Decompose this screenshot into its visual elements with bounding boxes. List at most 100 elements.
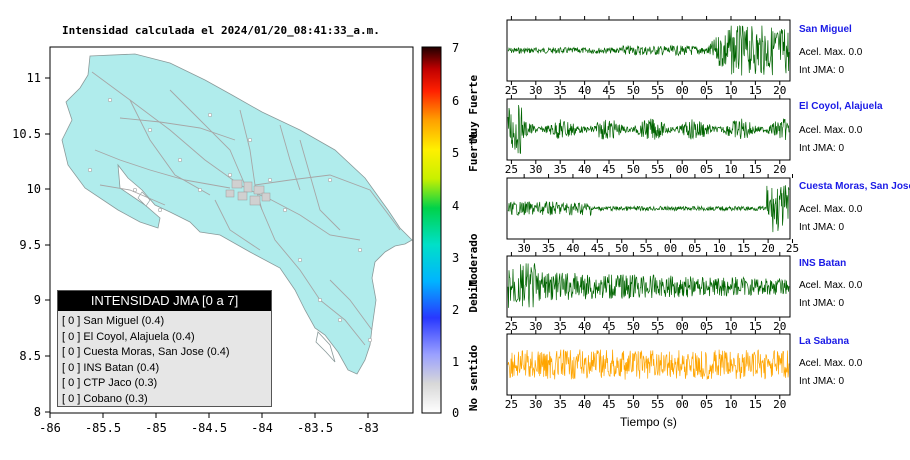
- colorbar-tick-label: 7: [452, 41, 459, 55]
- map-y-tick-label: 10.5: [12, 127, 41, 141]
- waveform-tick-label: 25: [505, 163, 518, 176]
- waveform-tick-label: 00: [676, 163, 689, 176]
- waveform-tick-label: 00: [676, 398, 689, 411]
- waveform-tick-label: 35: [554, 163, 567, 176]
- waveform-panels: 25 30 35 40 45 50 55 00 05 10 15 20 25 30 35 40 45 50 55 00…: [505, 16, 799, 411]
- waveform-tick-label: 40: [578, 84, 591, 97]
- station-name: Cuesta Moras, San Jose: [799, 181, 910, 192]
- waveform-tick-label: 55: [640, 242, 653, 255]
- waveform-tick-label: 40: [566, 242, 579, 255]
- waveform-tick-label: 20: [761, 242, 774, 255]
- waveform-tick-label: 45: [602, 398, 615, 411]
- waveform-tick-label: 35: [542, 242, 555, 255]
- waveform-tick-label: 15: [749, 163, 762, 176]
- waveform-tick-label: 45: [602, 163, 615, 176]
- waveform-tick-label: 50: [627, 163, 640, 176]
- waveform-tick-label: 25: [786, 242, 799, 255]
- waveform-tick-label: 00: [676, 320, 689, 333]
- map-x-tick-label: -83: [357, 421, 379, 435]
- waveform-tick-label: 50: [627, 84, 640, 97]
- colorbar-level-label: Moderado: [467, 233, 480, 286]
- colorbar-level-label: Muy Fuerte: [467, 75, 480, 142]
- legend-item: [ 0 ] Cuesta Moras, San Jose (0.4): [62, 346, 230, 358]
- map-x-ticks: [49, 413, 369, 418]
- waveform-tick-label: 10: [724, 84, 737, 97]
- waveform-tick-label: 40: [578, 398, 591, 411]
- waveform-tick-label: 05: [700, 398, 713, 411]
- waveform-tick-label: 20: [773, 320, 786, 333]
- station-acel: Acel. Max. 0.0: [799, 204, 863, 215]
- colorbar-tick-label: 1: [452, 355, 459, 369]
- station-int: Int JMA: 0: [799, 65, 845, 76]
- waveform-trace: [507, 349, 790, 381]
- waveform-trace: [507, 263, 790, 308]
- map-x-tick-label: -86: [39, 421, 61, 435]
- waveform-trace: [507, 185, 790, 233]
- colorbar-level-label: Fuerte: [467, 132, 480, 172]
- waveform-tick-label: 50: [627, 320, 640, 333]
- waveform-tick-label: 50: [627, 398, 640, 411]
- map-x-tick-label: -85.5: [85, 421, 121, 435]
- colorbar-tick-label: 0: [452, 406, 459, 420]
- legend-item: [ 0 ] San Miguel (0.4): [62, 315, 165, 327]
- waveform-tick-label: 25: [505, 398, 518, 411]
- station-name: San Miguel: [799, 24, 852, 35]
- waveform-tick-label: 30: [518, 242, 531, 255]
- waveform-tick-label: 55: [651, 84, 664, 97]
- station-name: La Sabana: [799, 336, 850, 347]
- legend-item: [ 0 ] CTP Jaco (0.3): [62, 377, 158, 389]
- waveform-trace: [507, 25, 790, 76]
- station-name: El Coyol, Alajuela: [799, 101, 883, 112]
- waveform-tick-label: 20: [773, 398, 786, 411]
- urban-cluster: [225, 179, 271, 206]
- waveform-trace: [507, 104, 790, 155]
- waveform-tick-label: 30: [529, 320, 542, 333]
- station-int: Int JMA: 0: [799, 298, 845, 309]
- map-y-tick-label: 11: [27, 71, 41, 85]
- station-int: Int JMA: 0: [799, 376, 845, 387]
- station-markers: [87, 97, 373, 343]
- waveform-tick-label: 25: [505, 84, 518, 97]
- waveform-frame: [506, 333, 791, 396]
- waveform-tick-label: 05: [700, 320, 713, 333]
- colorbar-level-label: Debil: [467, 279, 480, 312]
- legend-title: INTENSIDAD JMA [0 a 7]: [58, 291, 271, 311]
- colorbar-tick-label: 4: [452, 199, 459, 213]
- waveform-tick-label: 00: [664, 242, 677, 255]
- map-y-tick-label: 8: [34, 405, 41, 419]
- intensity-legend: INTENSIDAD JMA [0 a 7] [ 0 ] San Miguel …: [57, 290, 272, 407]
- legend-item: [ 0 ] El Coyol, Alajuela (0.4): [62, 330, 195, 343]
- map-y-ticks: [45, 77, 50, 413]
- map-x-tick-label: -84: [251, 421, 273, 435]
- legend-item: [ 0 ] Cobano (0.3): [62, 392, 148, 405]
- map-x-tick-label: -85: [145, 421, 167, 435]
- waveform-tick-label: 30: [529, 398, 542, 411]
- osa-notch: [315, 331, 336, 363]
- waveform-tick-label: 15: [737, 242, 750, 255]
- legend-item: [ 0 ] INS Batan (0.4): [62, 361, 160, 374]
- station-int: Int JMA: 0: [799, 143, 845, 154]
- waveform-tick-label: 15: [749, 320, 762, 333]
- station-acel: Acel. Max. 0.0: [799, 358, 863, 369]
- waveform-tick-label: 30: [529, 84, 542, 97]
- station-acel: Acel. Max. 0.0: [799, 47, 863, 58]
- waveform-tick-label: 50: [615, 242, 628, 255]
- waveform-tick-label: 20: [773, 84, 786, 97]
- station-acel: Acel. Max. 0.0: [799, 125, 863, 136]
- colorbar-tick-label: 6: [452, 94, 459, 108]
- waveform-tick-label: 05: [700, 84, 713, 97]
- colorbar-level-label: No sentido: [467, 345, 480, 412]
- waveform-tick-label: 30: [529, 163, 542, 176]
- waveform-tick-label: 55: [651, 163, 664, 176]
- map-x-tick-label: -84.5: [191, 421, 227, 435]
- waveform-tick-label: 10: [724, 398, 737, 411]
- waveform-tick-label: 40: [578, 320, 591, 333]
- map-title: Intensidad calculada el 2024/01/20_08:41…: [62, 24, 380, 37]
- waveform-tick-label: 10: [713, 242, 726, 255]
- waveform-tick-label: 45: [602, 84, 615, 97]
- waveform-tick-label: 15: [749, 84, 762, 97]
- station-name: INS Batan: [799, 258, 847, 269]
- map-y-tick-label: 9: [34, 293, 41, 307]
- colorbar: [421, 46, 442, 414]
